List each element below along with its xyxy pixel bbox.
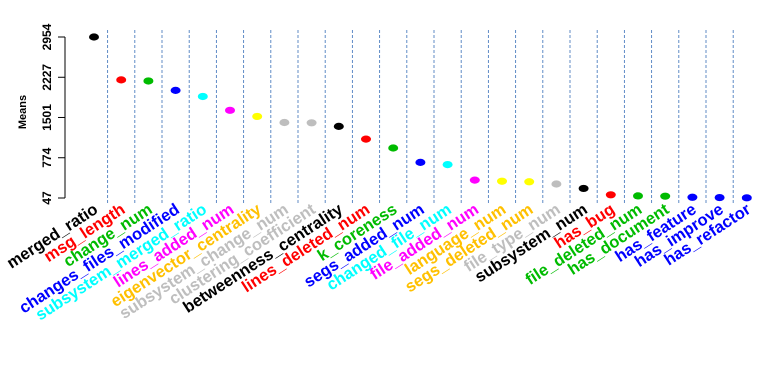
data-point <box>388 144 399 152</box>
data-point <box>660 192 671 200</box>
data-point <box>524 178 535 186</box>
data-point <box>551 180 562 188</box>
data-point <box>279 118 290 127</box>
data-point <box>469 176 480 184</box>
data-point <box>116 76 127 84</box>
data-point <box>497 177 507 185</box>
y-tick-label: 47 <box>40 191 54 205</box>
data-point <box>225 106 235 114</box>
grid-lines <box>107 30 734 204</box>
y-tick-label: 2954 <box>40 23 54 50</box>
data-point <box>442 161 453 169</box>
data-point <box>143 77 154 85</box>
data-point <box>252 112 263 121</box>
category-labels: merged_ratiomsg_lengthchange_numchanges_… <box>4 200 755 324</box>
data-point <box>415 158 426 166</box>
data-point <box>633 192 643 200</box>
y-axis-label: Means <box>17 95 29 129</box>
data-point <box>605 191 616 199</box>
data-point <box>687 193 698 201</box>
data-point <box>170 86 181 94</box>
data-point <box>333 122 344 130</box>
data-point <box>714 193 725 202</box>
data-point <box>361 135 371 143</box>
y-tick-label: 774 <box>40 147 54 167</box>
y-tick-label: 2227 <box>40 64 54 91</box>
y-axis: 47 774 1501 2227 2954 <box>40 23 66 205</box>
data-point <box>741 194 752 202</box>
data-point <box>578 184 589 193</box>
data-point <box>306 119 317 127</box>
data-point <box>89 33 99 41</box>
data-point <box>197 92 208 101</box>
y-tick-label: 1501 <box>40 104 54 131</box>
data-points <box>89 33 752 202</box>
